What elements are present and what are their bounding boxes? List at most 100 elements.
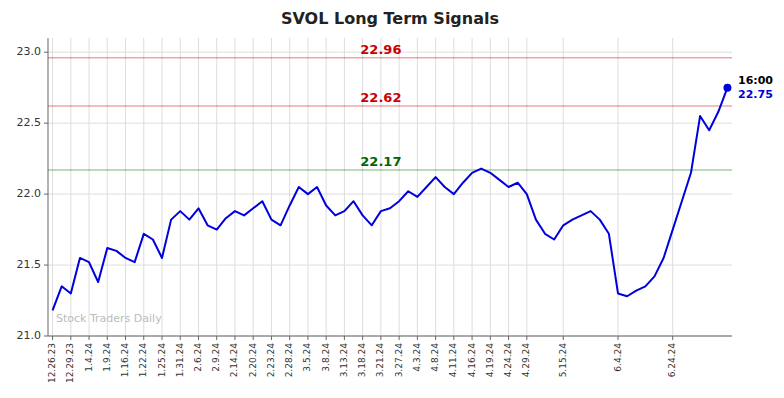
x-grid-line xyxy=(672,38,673,336)
y-tick-label: 21.0 xyxy=(17,329,42,342)
x-tick-label: 4.3.24 xyxy=(412,343,422,372)
x-grid-line xyxy=(180,38,181,336)
x-tick-label: 6.4.24 xyxy=(613,343,623,372)
signal-label: 22.96 xyxy=(360,42,401,57)
x-tick-label: 4.29.24 xyxy=(521,343,531,378)
y-grid-line xyxy=(48,265,732,266)
x-grid-line xyxy=(326,38,327,336)
x-tick-label: 12.26.23 xyxy=(47,343,57,383)
x-tick-label: 2.28.24 xyxy=(284,343,294,378)
x-tick-label: 1.9.24 xyxy=(102,343,112,372)
x-tick xyxy=(307,336,308,340)
x-tick xyxy=(417,336,418,340)
signal-line xyxy=(48,105,732,107)
x-tick-label: 1.4.24 xyxy=(84,343,94,372)
x-grid-line xyxy=(490,38,491,336)
x-grid-line xyxy=(362,38,363,336)
x-tick xyxy=(271,336,272,340)
y-tick-label: 22.0 xyxy=(17,187,42,200)
x-tick xyxy=(162,336,163,340)
x-grid-line xyxy=(271,38,272,336)
x-grid-line xyxy=(417,38,418,336)
x-grid-line xyxy=(344,38,345,336)
x-tick xyxy=(672,336,673,340)
x-grid-line xyxy=(472,38,473,336)
x-tick xyxy=(344,336,345,340)
signal-line xyxy=(48,169,732,171)
x-tick-label: 1.22.24 xyxy=(138,343,148,378)
chart: SVOL Long Term Signals 21.0 21.5 22.0 22.5 23… xyxy=(0,0,784,398)
x-grid-line xyxy=(143,38,144,336)
end-time-label: 16:00 xyxy=(738,74,773,87)
plot-area xyxy=(48,58,732,311)
signal-label: 22.17 xyxy=(360,154,401,169)
x-tick-label: 4.16.24 xyxy=(467,343,477,378)
x-grid-line xyxy=(307,38,308,336)
x-grid-line xyxy=(253,38,254,336)
end-value-label: 22.75 xyxy=(738,88,773,101)
x-tick-label: 1.25.24 xyxy=(157,343,167,378)
x-tick-label: 3.27.24 xyxy=(394,343,404,378)
x-tick xyxy=(362,336,363,340)
x-tick-label: 3.5.24 xyxy=(302,343,312,372)
x-tick xyxy=(289,336,290,340)
x-grid-line xyxy=(162,38,163,336)
x-tick xyxy=(125,336,126,340)
x-tick xyxy=(180,336,181,340)
x-tick-label: 2.14.24 xyxy=(229,343,239,378)
y-tick-label: 21.5 xyxy=(17,258,42,271)
signal-line xyxy=(48,57,732,59)
x-tick-label: 1.16.24 xyxy=(120,343,130,378)
x-tick-label: 3.21.24 xyxy=(375,343,385,378)
title: SVOL Long Term Signals xyxy=(281,9,499,28)
x-tick xyxy=(453,336,454,340)
x-tick xyxy=(399,336,400,340)
end-dot xyxy=(723,84,731,92)
x-tick-label: 5.15.24 xyxy=(558,343,568,378)
signal-label: 22.62 xyxy=(360,90,401,105)
x-tick-label: 2.9.24 xyxy=(211,343,221,372)
grid xyxy=(48,38,732,336)
y-tick-label: 23.0 xyxy=(17,45,42,58)
y-tick xyxy=(44,123,48,124)
x-tick-label: 3.13.24 xyxy=(339,343,349,378)
x-tick xyxy=(563,336,564,340)
watermark: Stock Traders Daily xyxy=(56,312,162,325)
x-tick xyxy=(216,336,217,340)
x-grid-line xyxy=(107,38,108,336)
y-tick-label: 22.5 xyxy=(17,116,42,129)
x-tick-label: 3.18.24 xyxy=(357,343,367,378)
x-tick-label: 4.19.24 xyxy=(485,343,495,378)
x-tick xyxy=(70,336,71,340)
x-grid-line xyxy=(453,38,454,336)
x-tick xyxy=(508,336,509,340)
x-tick xyxy=(234,336,235,340)
x-tick xyxy=(472,336,473,340)
y-tick xyxy=(44,336,48,337)
x-tick-label: 4.8.24 xyxy=(430,343,440,372)
x-tick xyxy=(435,336,436,340)
x-tick-label: 6.24.24 xyxy=(667,343,677,378)
x-tick-label: 3.8.24 xyxy=(321,343,331,372)
x-tick xyxy=(326,336,327,340)
x-tick-label: 4.11.24 xyxy=(448,343,458,378)
y-grid-line xyxy=(48,336,732,337)
x-grid-line xyxy=(289,38,290,336)
x-grid-line xyxy=(526,38,527,336)
x-grid-line xyxy=(125,38,126,336)
y-tick xyxy=(44,194,48,195)
x-tick xyxy=(380,336,381,340)
x-axis xyxy=(48,336,732,337)
x-tick xyxy=(198,336,199,340)
x-grid-line xyxy=(380,38,381,336)
x-tick-label: 2.6.24 xyxy=(193,343,203,372)
price-line xyxy=(53,88,728,311)
x-grid-line xyxy=(435,38,436,336)
x-tick xyxy=(253,336,254,340)
x-grid-line xyxy=(563,38,564,336)
y-grid-line xyxy=(48,194,732,195)
x-grid-line xyxy=(234,38,235,336)
y-tick xyxy=(44,265,48,266)
x-tick xyxy=(490,336,491,340)
x-tick xyxy=(89,336,90,340)
